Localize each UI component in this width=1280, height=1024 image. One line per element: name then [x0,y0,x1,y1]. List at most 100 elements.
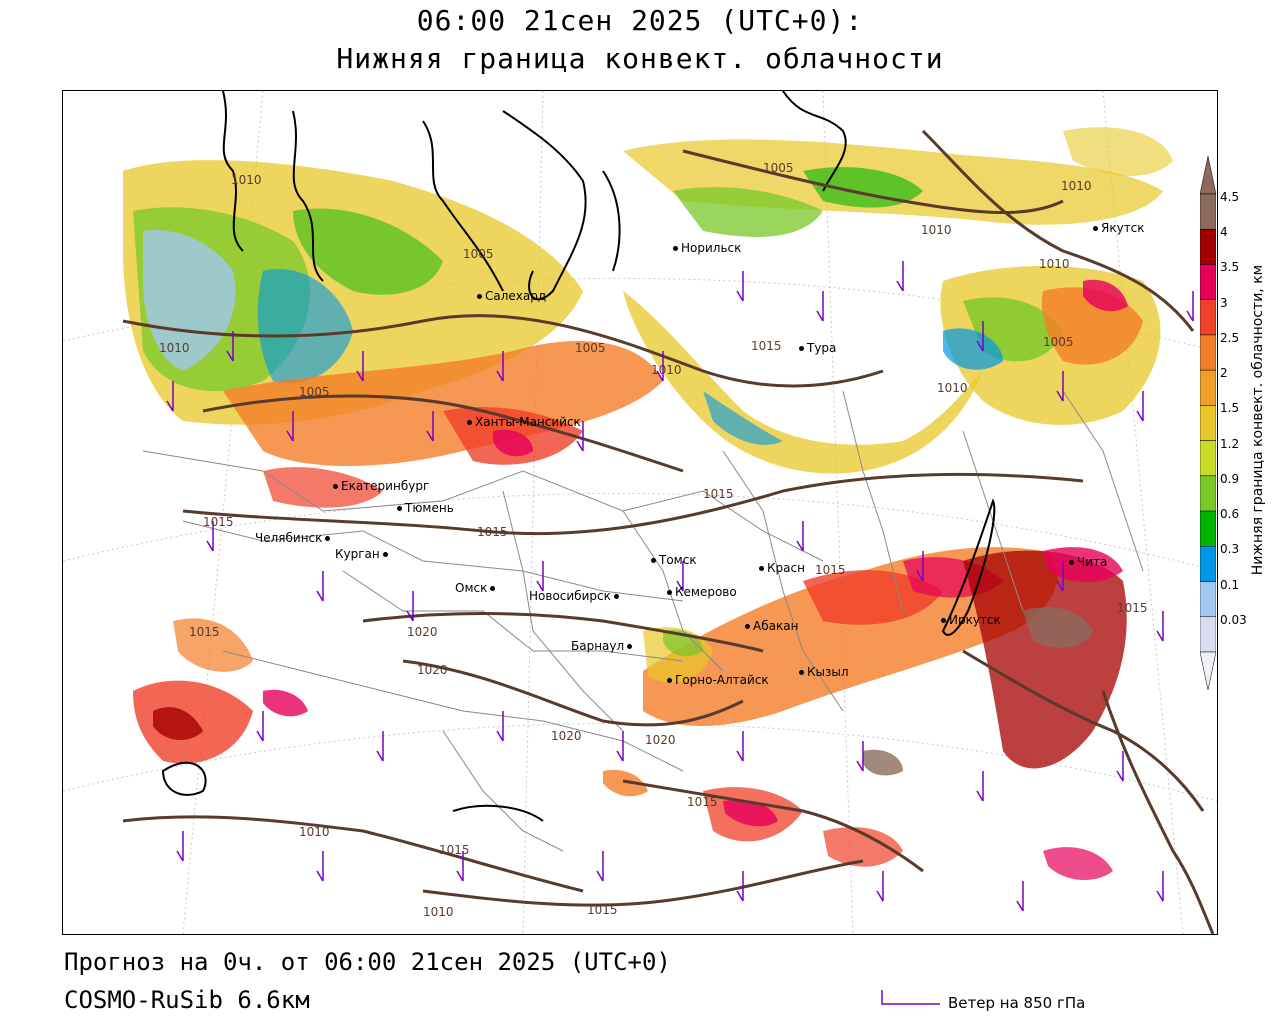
city-name: Тура [807,341,837,355]
isobar-label: 1010 [299,825,330,839]
city-name: Тюмень [405,501,454,515]
isobar-label: 1005 [463,247,494,261]
isobar-label: 1020 [417,663,448,677]
isobar-label: 1020 [551,729,582,743]
city-name: Красн [767,561,805,575]
city-name: Челябинск [255,531,323,545]
colorbar-cell [1200,546,1216,582]
colorbar-tick-label: 0.3 [1220,542,1240,557]
isobar-label: 1015 [751,339,782,353]
isobar-label: 1005 [299,385,330,399]
wind-barb-legend-icon [881,990,940,1005]
isobar-label: 1010 [921,223,952,237]
colorbar-tick-label: 3.5 [1220,260,1240,275]
colorbar-title: Нижняя граница конвект. облачности, км [1250,264,1266,576]
city-marker: Кызыл [799,665,849,679]
cloud-base-field [123,127,1173,881]
isobar-label: 1010 [651,363,682,377]
wind-barbs [166,261,1194,912]
city-name: Чита [1077,555,1108,569]
city-marker: Салехард [477,289,546,303]
colorbar-cell [1200,334,1216,371]
colorbar-tick-label: 0.1 [1220,577,1240,592]
colorbar-cell [1200,228,1216,265]
isobar-label: 1015 [687,795,718,809]
city-marker: Якутск [1093,221,1145,235]
colorbar [1200,156,1216,690]
city-name: Томск [659,553,697,567]
isobar-label: 1015 [203,515,234,529]
isobar-label: 1010 [231,173,262,187]
isobar-label: 1010 [937,381,968,395]
colorbar-cell [1200,405,1216,441]
city-name: Горно-Алтайск [675,673,769,687]
colorbar-tick-label: 2.5 [1220,330,1240,345]
map-parameter-title: Нижняя граница конвект. облачности [336,42,944,75]
isobar-label: 1005 [1043,335,1074,349]
isobar-label: 1015 [815,563,846,577]
city-marker: Ханты-Мансийск [467,415,581,429]
isobar-label: 1010 [423,905,454,919]
isobar-label: 1015 [477,525,508,539]
isobar-label: 1010 [1039,257,1070,271]
colorbar-tick-label: 1.5 [1220,401,1240,416]
colorbar-tick-label: 0.6 [1220,507,1240,522]
model-line: COSMO-RuSib 6.6км [64,986,310,1014]
colorbar-top-arrow [1200,156,1216,195]
city-marker: Тюмень [397,501,454,515]
wind-legend: Ветер на 850 гПа [878,988,1138,1018]
city-name: Барнаул [571,639,625,653]
isobar-label: 1010 [159,341,190,355]
city-name: Курган [335,547,380,561]
isobar-label: 1005 [575,341,606,355]
colorbar-tick-label: 0.03 [1220,612,1247,627]
isobar-label: 1015 [587,903,618,917]
city-marker: Иркутск [941,613,1001,627]
isobar-lines [122,129,1215,934]
colorbar-cell [1200,581,1216,618]
city-name: Екатеринбург [341,479,430,493]
city-marker: Горно-Алтайск [667,673,769,687]
isobar-label: 1015 [439,843,470,857]
isobar-label: 1015 [1117,601,1148,615]
isobar-label: 1015 [703,487,734,501]
map-time-title: 06:00 21сен 2025 (UTC+0): [416,4,864,37]
isobar-label: 1020 [645,733,676,747]
city-name: Кемерово [675,585,737,599]
colorbar-bottom-arrow [1200,651,1216,690]
city-marker: Курган [335,547,391,561]
city-name: Ханты-Мансийск [475,415,581,429]
city-name: Иркутск [949,613,1001,627]
city-name: Абакан [753,619,799,633]
isobar-label: 1015 [189,625,220,639]
colorbar-tick-label: 4 [1220,225,1228,240]
colorbar-cell [1200,510,1216,547]
colorbar-tick-label: 3 [1220,295,1228,310]
colorbar-cell [1200,264,1216,300]
forecast-line: Прогноз на 0ч. от 06:00 21сен 2025 (UTC+… [64,948,671,976]
wind-legend-label: Ветер на 850 гПа [948,994,1086,1012]
colorbar-cells [1200,193,1216,653]
colorbar-cell [1200,299,1216,336]
city-marker: Новосибирск [529,589,622,603]
colorbar-tick-label: 4.5 [1220,190,1240,204]
city-name: Омск [455,581,488,595]
city-name: Якутск [1101,221,1145,235]
city-name: Норильск [681,241,742,255]
map-canvas [63,91,1217,934]
city-marker: Абакан [745,619,798,633]
isobar-label: 1005 [763,161,794,175]
city-marker: Чита [1069,555,1107,569]
colorbar-cell [1200,440,1216,477]
city-marker: Красн [759,561,805,575]
colorbar-cell [1200,193,1216,230]
colorbar-cell [1200,616,1216,653]
colorbar-tick-label: 2 [1220,366,1228,381]
isobar-label: 1020 [407,625,438,639]
colorbar-cell [1200,369,1216,406]
city-marker: Омск [455,581,498,595]
city-name: Салехард [485,289,547,303]
colorbar-tick-label: 1.2 [1220,436,1240,451]
forecast-map: 1010 1005 1010 1010 1010 1005 1005 1010 … [62,90,1218,935]
colorbar-tick-label: 0.9 [1220,471,1240,486]
